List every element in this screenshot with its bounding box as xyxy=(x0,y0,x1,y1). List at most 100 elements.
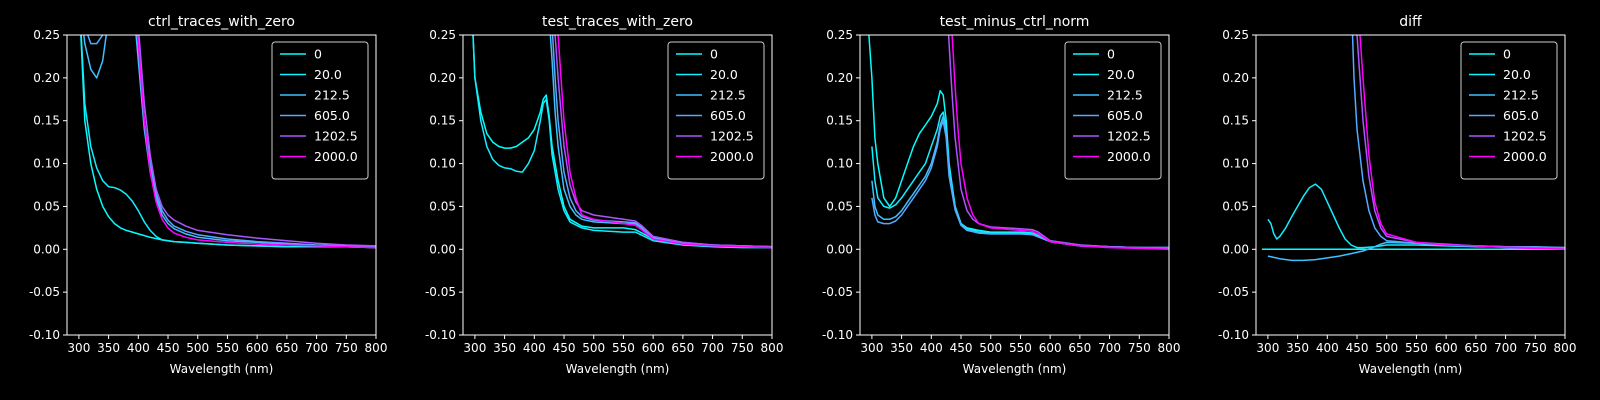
y-tick-label: -0.05 xyxy=(822,285,853,299)
series-line-2000-0 xyxy=(557,35,772,249)
series-line-20-0 xyxy=(1267,183,1565,249)
y-tick-label: -0.10 xyxy=(822,328,853,342)
series-line-1202-5 xyxy=(554,35,772,248)
y-tick-label: 0.00 xyxy=(33,242,60,256)
y-tick-label: -0.05 xyxy=(29,285,60,299)
x-tick-label: 650 xyxy=(671,341,694,355)
x-tick-label: 300 xyxy=(463,341,486,355)
x-tick-label: 800 xyxy=(761,341,784,355)
y-tick-label: 0.00 xyxy=(1222,242,1249,256)
legend-entry: 2000.0 xyxy=(314,149,358,164)
x-tick-label: 650 xyxy=(1464,341,1487,355)
series-line-20-0 xyxy=(472,35,772,249)
legend-entry: 0 xyxy=(1503,47,1511,62)
x-tick-label: 450 xyxy=(157,341,180,355)
legend-entry: 0 xyxy=(314,47,322,62)
legend: 0 20.0 212.5 605.0 1202.5 2000.0 xyxy=(1064,41,1162,180)
legend-entry: 605.0 xyxy=(1107,108,1143,123)
axes-frame xyxy=(66,34,377,336)
x-tick-label: 500 xyxy=(582,341,605,355)
x-tick-label: 500 xyxy=(186,341,209,355)
x-tick-label: 350 xyxy=(1286,341,1309,355)
y-tick-label: 0.15 xyxy=(429,114,456,128)
chart-panel-4: diff 300 350 400 450 500 550 600 650 700 750 800 -0.… xyxy=(1218,14,1577,376)
x-tick-label: 550 xyxy=(216,341,239,355)
x-tick-label: 600 xyxy=(246,341,269,355)
legend-entry: 212.5 xyxy=(314,88,350,103)
y-tick-label: -0.05 xyxy=(425,285,456,299)
legend-entry: 2000.0 xyxy=(1107,149,1151,164)
y-tick-label: 0.20 xyxy=(826,71,853,85)
y-tick-label: 0.25 xyxy=(429,28,456,42)
x-tick-label: 550 xyxy=(612,341,635,355)
x-tick-label: 300 xyxy=(67,341,90,355)
x-tick-label: 750 xyxy=(731,341,754,355)
y-tick-label: -0.05 xyxy=(1218,285,1249,299)
y-tick-label: 0.00 xyxy=(429,242,456,256)
x-tick-label: 350 xyxy=(97,341,120,355)
series-line-2000-0 xyxy=(951,35,1169,251)
y-tick-label: 0.25 xyxy=(1222,28,1249,42)
legend-entry: 605.0 xyxy=(314,108,350,123)
x-tick-label: 650 xyxy=(1068,341,1091,355)
legend-entry: 1202.5 xyxy=(1503,129,1547,144)
x-tick-label: 350 xyxy=(493,341,516,355)
series-line-1202-5 xyxy=(947,35,1169,249)
chart-panel-3: test_minus_ctrl_norm 300 350 400 450 500 550 60… xyxy=(822,14,1181,376)
series-line-20-0 xyxy=(80,35,376,249)
x-axis-label: Wavelength (nm) xyxy=(566,362,670,376)
x-tick-label: 750 xyxy=(1524,341,1547,355)
x-tick-label: 300 xyxy=(1256,341,1279,355)
legend-entry: 2000.0 xyxy=(1503,149,1547,164)
x-tick-label: 700 xyxy=(701,341,724,355)
chart-panel-2: test_traces_with_zero 300 350 400 450 500 550 6… xyxy=(425,14,784,376)
x-tick-label: 700 xyxy=(1098,341,1121,355)
legend-box xyxy=(1460,41,1558,180)
x-tick-label: 700 xyxy=(305,341,328,355)
y-tick-label: 0.20 xyxy=(1222,71,1249,85)
legend-entry: 212.5 xyxy=(710,88,746,103)
x-tick-label: 550 xyxy=(1405,341,1428,355)
x-tick-label: 400 xyxy=(523,341,546,355)
y-tick-label: 0.25 xyxy=(33,28,60,42)
x-tick-label: 750 xyxy=(335,341,358,355)
x-tick-label: 600 xyxy=(642,341,665,355)
legend: 0 20.0 212.5 605.0 1202.5 2000.0 xyxy=(271,41,369,180)
series-line-0 xyxy=(472,35,772,249)
x-tick-label: 750 xyxy=(1128,341,1151,355)
series-group xyxy=(1261,35,1565,262)
y-tick-label: 0.20 xyxy=(429,71,456,85)
y-tick-label: 0.05 xyxy=(33,199,60,213)
x-tick-label: 700 xyxy=(1494,341,1517,355)
y-tick-label: 0.20 xyxy=(33,71,60,85)
x-tick-label: 600 xyxy=(1435,341,1458,355)
y-tick-label: 0.15 xyxy=(33,114,60,128)
chart-title: test_traces_with_zero xyxy=(542,14,693,30)
y-tick-label: 0.10 xyxy=(33,157,60,171)
series-group xyxy=(472,35,772,249)
legend-entry: 605.0 xyxy=(1503,108,1539,123)
x-tick-label: 400 xyxy=(920,341,943,355)
y-tick-label: -0.10 xyxy=(29,328,60,342)
series-line-2000-0 xyxy=(1359,35,1565,251)
legend-entry: 1202.5 xyxy=(1107,129,1151,144)
y-tick-label: -0.10 xyxy=(425,328,456,342)
x-tick-label: 450 xyxy=(950,341,973,355)
axes-frame xyxy=(859,34,1170,336)
y-tick-label: 0.00 xyxy=(826,242,853,256)
x-tick-label: 800 xyxy=(1158,341,1181,355)
x-tick-label: 350 xyxy=(890,341,913,355)
series-line-1202-5 xyxy=(138,35,376,247)
legend-entry: 212.5 xyxy=(1503,88,1539,103)
legend-entry: 212.5 xyxy=(1107,88,1143,103)
legend-entry: 20.0 xyxy=(710,67,738,82)
chart-panel-1: ctrl_traces_with_zero 300 350 400 450 500 550 6… xyxy=(29,14,388,376)
x-tick-label: 800 xyxy=(1554,341,1577,355)
y-tick-label: 0.15 xyxy=(826,114,853,128)
x-tick-label: 450 xyxy=(553,341,576,355)
y-tick-label: 0.05 xyxy=(1222,199,1249,213)
series-group xyxy=(868,35,1169,251)
legend-entry: 2000.0 xyxy=(710,149,754,164)
series-line-605-0 xyxy=(87,35,376,248)
